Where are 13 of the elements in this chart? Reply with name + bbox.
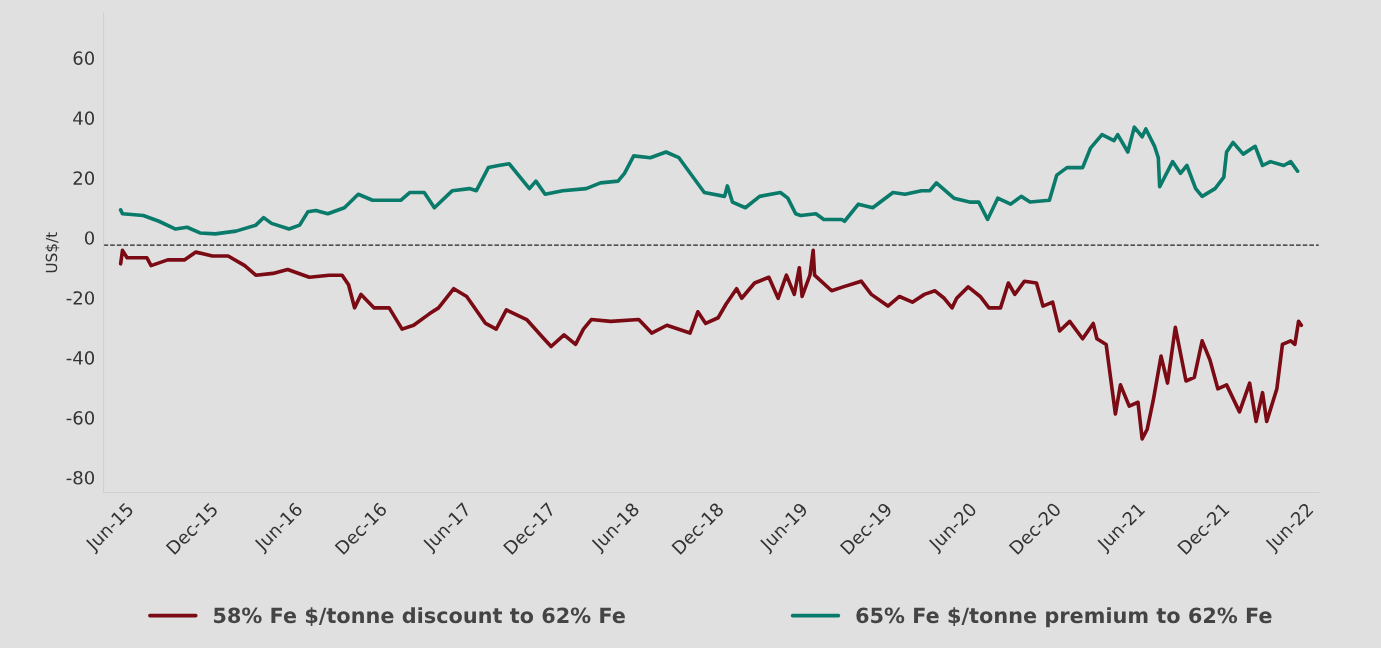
line-series [118,248,1304,441]
line-series [118,125,1300,236]
y-tick-label: -40 [66,351,95,365]
y-tick-label: 60 [73,51,95,66]
y-tick-label: -80 [66,470,95,485]
legend-label: 65% Fe $/tonne premium to 62% Fe [856,607,1272,628]
y-tick-label: -60 [66,411,95,425]
y-tick-label: 0 [84,231,95,245]
y-tick-label: 40 [73,111,95,125]
y-axis-title: US$/t [45,232,60,273]
y-tick-label: -20 [66,291,95,305]
legend-label: 58% Fe $/tonne discount to 62% Fe [214,607,625,627]
y-tick-label: 20 [73,171,95,185]
